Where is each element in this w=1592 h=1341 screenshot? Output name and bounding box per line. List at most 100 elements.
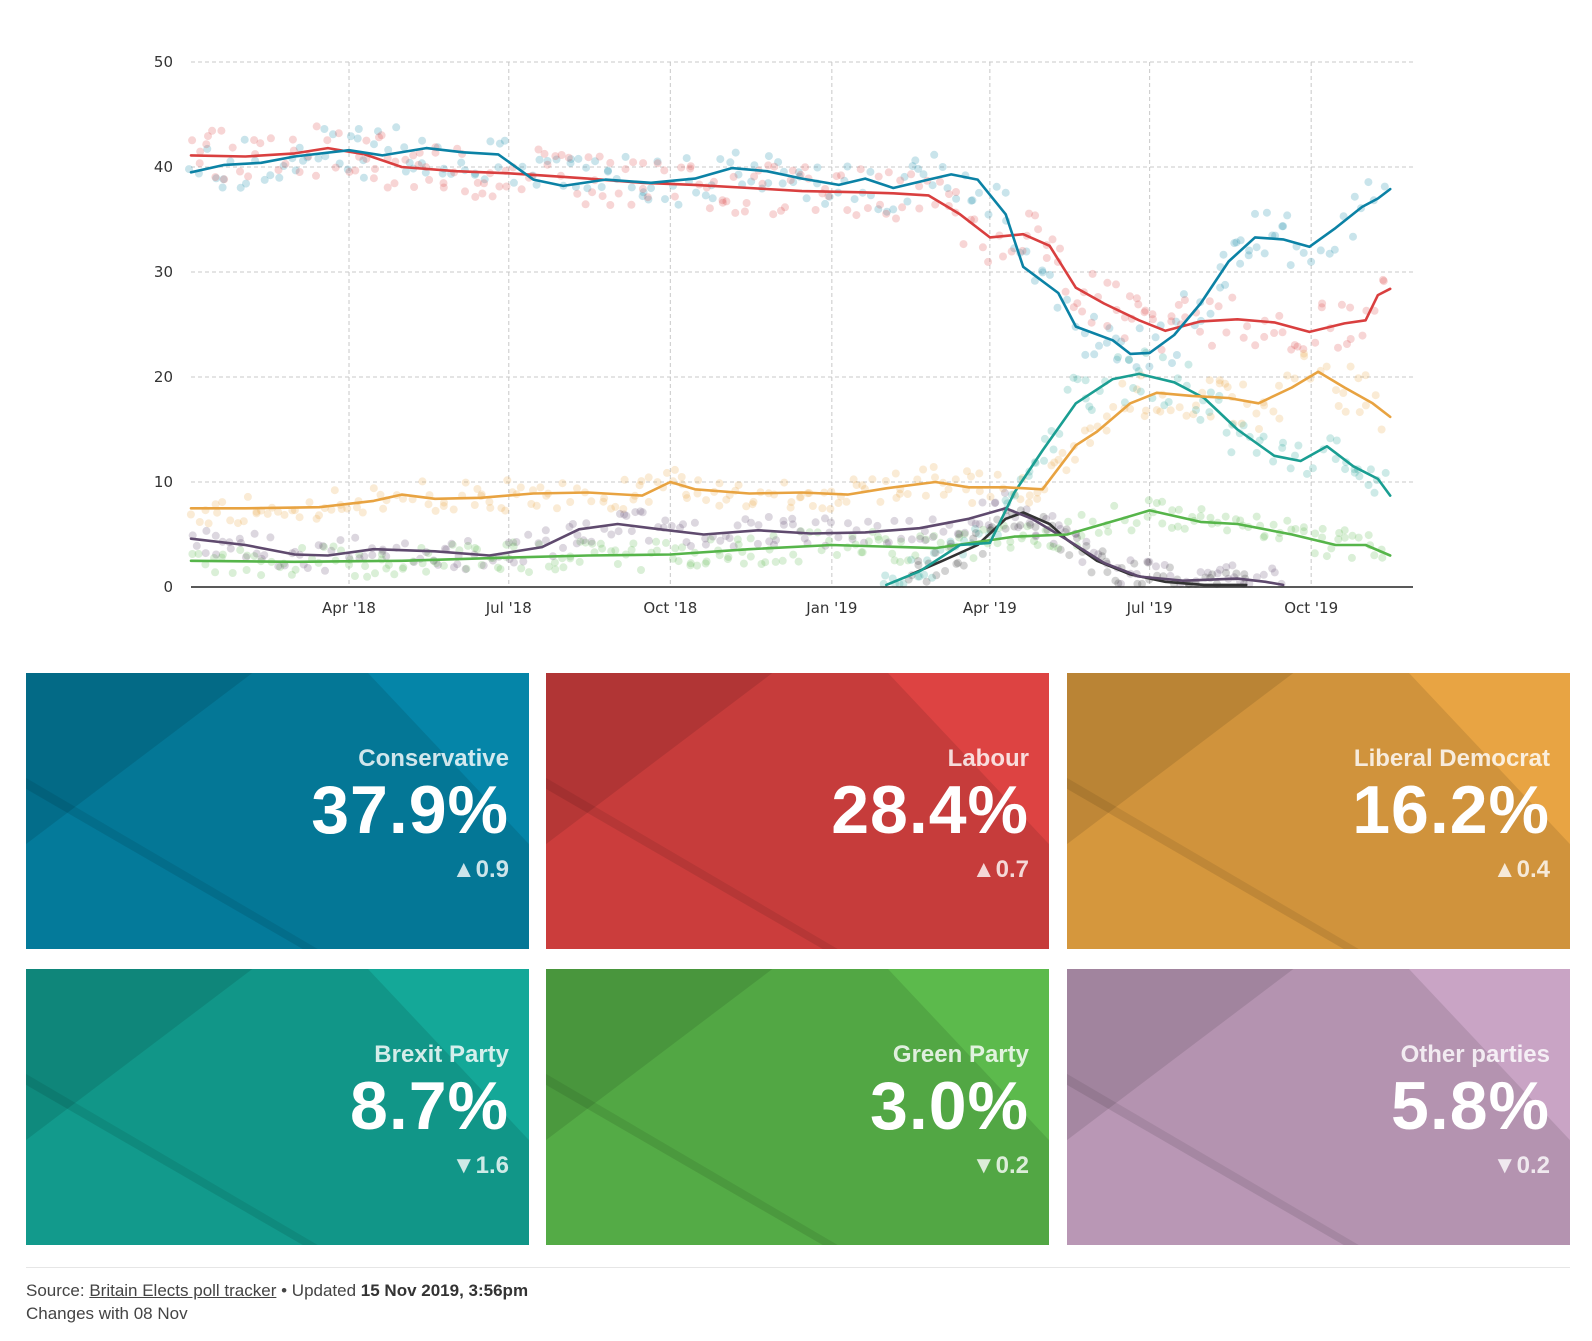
poll-dot [1152, 499, 1161, 507]
poll-dot [876, 497, 885, 506]
poll-dot [1055, 429, 1064, 438]
poll-dot [638, 508, 647, 517]
poll-dot [686, 561, 695, 570]
poll-dot [559, 563, 568, 572]
poll-dot [971, 524, 980, 533]
poll-dot [1071, 455, 1079, 464]
poll-dot [969, 554, 978, 563]
poll-dot [401, 167, 410, 176]
poll-dot [480, 179, 488, 188]
poll-dot [350, 572, 359, 580]
poll-dot [582, 163, 591, 172]
poll-dot [818, 504, 827, 513]
poll-dot [1294, 441, 1303, 450]
poll-dot [637, 566, 645, 574]
poll-dot [212, 174, 221, 183]
poll-dot [1094, 550, 1103, 559]
poll-dot [1228, 293, 1237, 302]
poll-dot [984, 257, 993, 266]
poll-dot [587, 537, 596, 546]
poll-dot [478, 189, 487, 198]
poll-dot [497, 504, 506, 513]
poll-dot [638, 192, 647, 201]
poll-dot [1025, 491, 1034, 500]
poll-dot [897, 537, 906, 546]
x-tick-label: Jul '19 [1126, 599, 1173, 617]
poll-dot [1174, 300, 1183, 309]
poll-dot [984, 210, 993, 219]
poll-dot [242, 566, 251, 574]
poll-dot [611, 546, 620, 555]
source-link[interactable]: Britain Elects poll tracker [89, 1281, 277, 1300]
card-brexit-party[interactable]: Brexit Party 8.7% ▼1.6 [26, 969, 529, 1245]
poll-dot [260, 551, 269, 560]
poll-dot [573, 484, 581, 493]
poll-dot [614, 189, 623, 198]
card-labour[interactable]: Labour 28.4% ▲0.7 [546, 673, 1049, 949]
poll-dot [1102, 412, 1111, 421]
poll-dot [509, 538, 518, 547]
poll-dot [471, 192, 480, 201]
poll-dot [488, 192, 497, 201]
card-green-party[interactable]: Green Party 3.0% ▼0.2 [546, 969, 1049, 1245]
source-prefix: Source: [26, 1281, 90, 1300]
card-conservative[interactable]: Conservative 37.9% ▲0.9 [26, 673, 529, 949]
poll-dot [974, 529, 983, 538]
poll-dot [916, 532, 925, 541]
poll-dot [731, 208, 740, 217]
poll-dot [1125, 292, 1134, 301]
poll-dot [874, 172, 883, 181]
poll-dot [1031, 211, 1040, 220]
poll-dot [1228, 561, 1237, 570]
poll-dot [1175, 403, 1184, 412]
poll-dot [495, 139, 504, 148]
party-share: 5.8% [1391, 1068, 1550, 1144]
poll-dot [291, 166, 300, 175]
poll-dot [1053, 303, 1062, 312]
changes-note: Changes with 08 Nov [26, 1304, 188, 1323]
poll-dot [1221, 379, 1230, 388]
poll-dot [813, 163, 822, 172]
poll-dot [1318, 524, 1327, 533]
poll-dot [329, 130, 337, 139]
poll-dot [952, 188, 960, 196]
poll-dot [329, 542, 338, 551]
poll-dot [473, 485, 482, 493]
poll-dot [953, 529, 962, 538]
poll-dot [611, 502, 620, 511]
poll-dot [1378, 553, 1387, 562]
card-other-parties[interactable]: Other parties 5.8% ▼0.2 [1067, 969, 1570, 1245]
poll-dot [1063, 295, 1071, 304]
poll-dot [305, 498, 314, 507]
poll-dot [1098, 552, 1106, 561]
poll-dot [1172, 317, 1180, 326]
x-tick-label: Oct '18 [643, 599, 697, 617]
poll-dot [1048, 235, 1057, 244]
poll-dot [928, 515, 937, 524]
poll-dot [606, 201, 615, 209]
poll-dot [674, 557, 683, 566]
poll-dot [1350, 468, 1359, 477]
poll-dot [959, 561, 968, 570]
poll-dot [1033, 488, 1042, 497]
poll-dot [362, 136, 371, 145]
poll-dot [226, 544, 235, 553]
poll-dot [573, 189, 582, 198]
poll-dot [461, 565, 470, 574]
poll-dot [1216, 283, 1225, 292]
poll-dot [535, 155, 544, 164]
poll-dot [360, 552, 369, 561]
poll-dot [802, 194, 811, 203]
poll-dot [323, 136, 332, 145]
poll-dot [1215, 376, 1224, 385]
poll-dot [971, 519, 980, 528]
poll-dot [1196, 415, 1205, 424]
poll-dot [986, 492, 995, 501]
card-liberal-democrat[interactable]: Liberal Democrat 16.2% ▲0.4 [1067, 673, 1570, 949]
poll-dot [579, 536, 588, 545]
poll-dot [228, 143, 237, 152]
poll-dot [900, 172, 909, 181]
poll-dot [359, 173, 368, 182]
poll-dot [1007, 247, 1016, 256]
poll-dot [619, 505, 628, 513]
